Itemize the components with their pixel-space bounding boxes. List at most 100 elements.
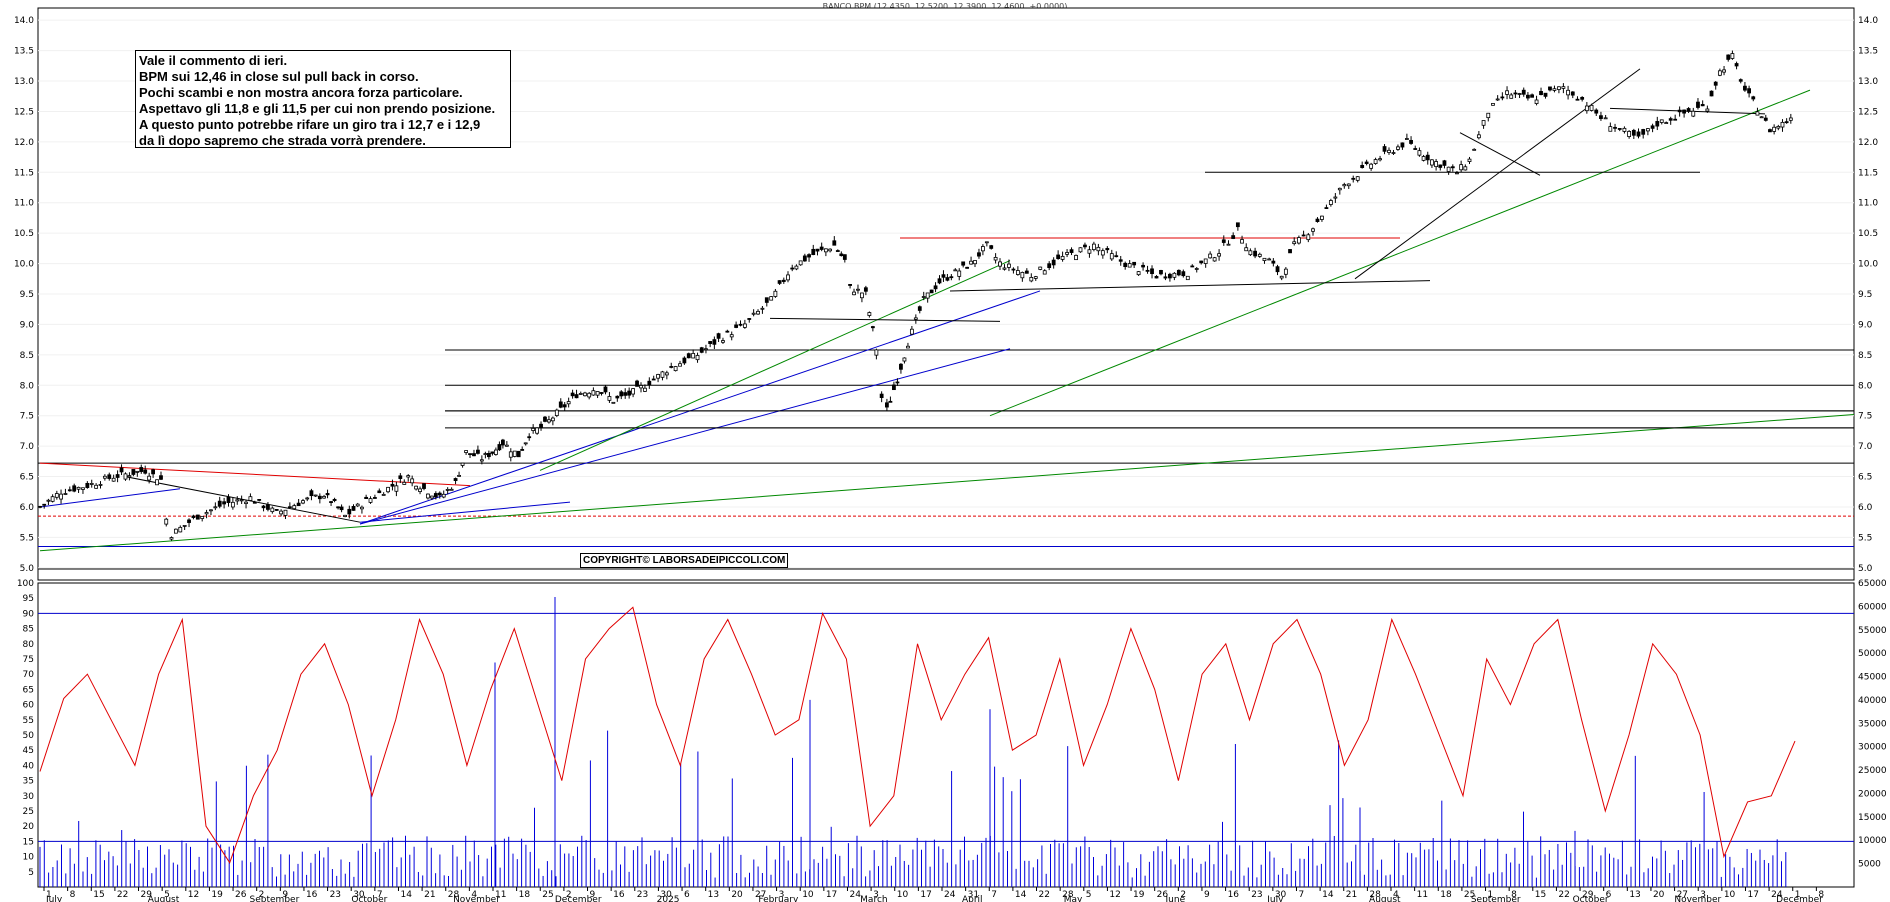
price-tick-left: 7.0 [20, 442, 35, 452]
x-month-label: April [962, 895, 983, 902]
price-candle [301, 500, 305, 504]
price-candle [870, 326, 875, 329]
x-day-label: 24 [944, 890, 956, 900]
price-tick-left: 9.0 [20, 320, 35, 330]
price-candle [1069, 249, 1074, 253]
price-candle [147, 475, 152, 481]
price-candle [178, 526, 183, 533]
comment-line-5: A questo punto potrebbe rifare un giro t… [139, 117, 481, 132]
price-candle [1051, 259, 1056, 266]
price-candle [1087, 249, 1092, 254]
price-candle [587, 392, 592, 398]
price-candle [729, 334, 734, 338]
trend-line [39, 488, 181, 508]
price-candle [204, 512, 209, 515]
price-candle [1434, 161, 1439, 168]
price-candle [1425, 154, 1430, 161]
oscillator-tick: 80 [23, 640, 35, 650]
price-candle [1566, 89, 1570, 96]
x-day-label: 25 [542, 890, 553, 900]
oscillator-tick: 45 [23, 746, 34, 756]
price-candle [46, 499, 51, 502]
price-tick-right: 7.0 [1858, 442, 1873, 452]
price-candle [1109, 253, 1114, 260]
x-day-label: 7 [377, 890, 383, 900]
x-month-label: March [860, 895, 887, 902]
price-candle [1627, 131, 1632, 137]
price-candle [1047, 263, 1052, 269]
price-candle [823, 248, 828, 253]
oscillator-line [39, 606, 1796, 864]
price-candle [725, 330, 730, 333]
price-candle [909, 328, 914, 335]
price-candle [1481, 120, 1486, 126]
x-month-label: September [250, 895, 300, 902]
price-candle [119, 467, 124, 473]
price-candle [1734, 63, 1739, 67]
trend-line [1354, 68, 1641, 280]
trend-line [359, 290, 1041, 525]
price-tick-right: 14.0 [1858, 16, 1878, 26]
oscillator-tick: 100 [17, 579, 34, 589]
x-month-label: November [453, 895, 500, 902]
price-candle [151, 469, 155, 475]
price-candle [239, 499, 244, 502]
x-day-label: 14 [400, 890, 412, 900]
price-candle [1235, 222, 1240, 228]
price-candle [998, 261, 1002, 267]
price-candle [583, 392, 587, 397]
price-candle [902, 357, 907, 362]
price-candle [373, 497, 377, 499]
price-candle [164, 518, 169, 525]
price-candle [879, 393, 884, 399]
x-month-label: 2025 [657, 895, 680, 902]
price-candle [969, 260, 973, 265]
price-candle [377, 490, 382, 494]
price-candle [274, 509, 279, 511]
price-tick-left: 6.0 [20, 503, 35, 513]
price-candle [504, 444, 509, 447]
x-day-label: 18 [1440, 890, 1452, 900]
x-day-label: 8 [70, 890, 76, 900]
price-candle [1696, 101, 1700, 108]
x-day-label: 16 [1228, 890, 1240, 900]
price-candle [1472, 148, 1477, 151]
price-candle [1442, 160, 1447, 166]
price-candle [1163, 276, 1168, 279]
volume-tick: 50000 [1858, 649, 1887, 659]
price-candle [682, 357, 687, 364]
price-tick-left: 14.0 [14, 16, 34, 26]
x-month-label: August [1369, 895, 1401, 902]
price-candle [1505, 90, 1509, 95]
price-candle [76, 486, 81, 490]
price-candle [562, 404, 567, 408]
price-candle [1297, 237, 1301, 244]
price-candle [1603, 117, 1608, 120]
x-day-label: 26 [235, 890, 247, 900]
price-candle [115, 474, 120, 478]
chart-title: BANCO BPM (12.4350, 12.5200, 12.3900, 12… [822, 2, 1068, 11]
price-tick-left: 8.0 [20, 381, 35, 391]
price-candle [764, 297, 769, 303]
price-candle [1011, 268, 1016, 271]
x-day-label: 30 [1275, 890, 1287, 900]
price-candle [1641, 129, 1646, 135]
price-candle [325, 493, 330, 496]
price-candle [1455, 172, 1459, 175]
price-candle [1738, 79, 1743, 82]
price-candle [1705, 108, 1710, 112]
price-candle [1024, 270, 1029, 274]
price-candle [1091, 243, 1096, 250]
volume-tick: 45000 [1858, 673, 1887, 683]
price-candle [578, 393, 583, 395]
price-candle [1203, 258, 1208, 264]
price-candle [135, 470, 140, 473]
price-candle [1743, 85, 1747, 91]
price-candle [230, 501, 235, 508]
price-candle [422, 483, 426, 489]
price-candle [523, 442, 528, 445]
price-candle [860, 292, 864, 299]
price-candle [856, 288, 860, 291]
comment-line-4: Aspettavo gli 11,8 e gli 11,5 per cui no… [139, 101, 496, 116]
price-candle [1226, 243, 1231, 246]
